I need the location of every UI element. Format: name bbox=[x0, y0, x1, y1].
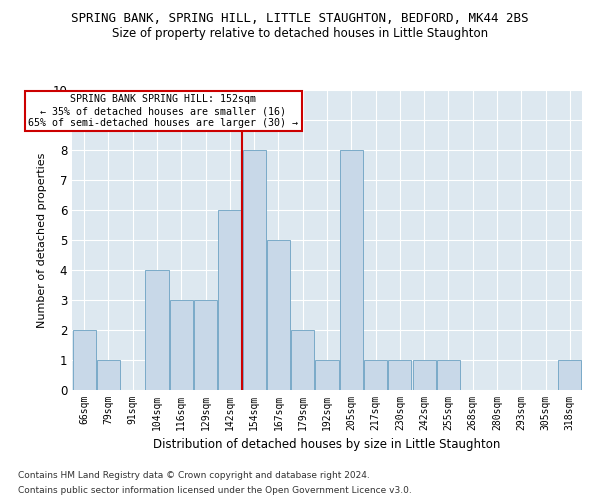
Bar bbox=[291, 330, 314, 390]
X-axis label: Distribution of detached houses by size in Little Staughton: Distribution of detached houses by size … bbox=[154, 438, 500, 452]
Y-axis label: Number of detached properties: Number of detached properties bbox=[37, 152, 47, 328]
Bar bbox=[437, 360, 460, 390]
Bar bbox=[145, 270, 169, 390]
Text: Contains public sector information licensed under the Open Government Licence v3: Contains public sector information licen… bbox=[18, 486, 412, 495]
Bar bbox=[73, 330, 95, 390]
Bar bbox=[559, 360, 581, 390]
Text: Contains HM Land Registry data © Crown copyright and database right 2024.: Contains HM Land Registry data © Crown c… bbox=[18, 471, 370, 480]
Bar bbox=[242, 150, 266, 390]
Bar bbox=[364, 360, 387, 390]
Bar bbox=[340, 150, 363, 390]
Text: Size of property relative to detached houses in Little Staughton: Size of property relative to detached ho… bbox=[112, 28, 488, 40]
Bar bbox=[388, 360, 412, 390]
Bar bbox=[170, 300, 193, 390]
Text: SPRING BANK SPRING HILL: 152sqm
← 35% of detached houses are smaller (16)
65% of: SPRING BANK SPRING HILL: 152sqm ← 35% of… bbox=[28, 94, 298, 128]
Bar bbox=[267, 240, 290, 390]
Bar bbox=[413, 360, 436, 390]
Bar bbox=[316, 360, 338, 390]
Text: SPRING BANK, SPRING HILL, LITTLE STAUGHTON, BEDFORD, MK44 2BS: SPRING BANK, SPRING HILL, LITTLE STAUGHT… bbox=[71, 12, 529, 26]
Bar bbox=[97, 360, 120, 390]
Bar bbox=[194, 300, 217, 390]
Bar bbox=[218, 210, 241, 390]
